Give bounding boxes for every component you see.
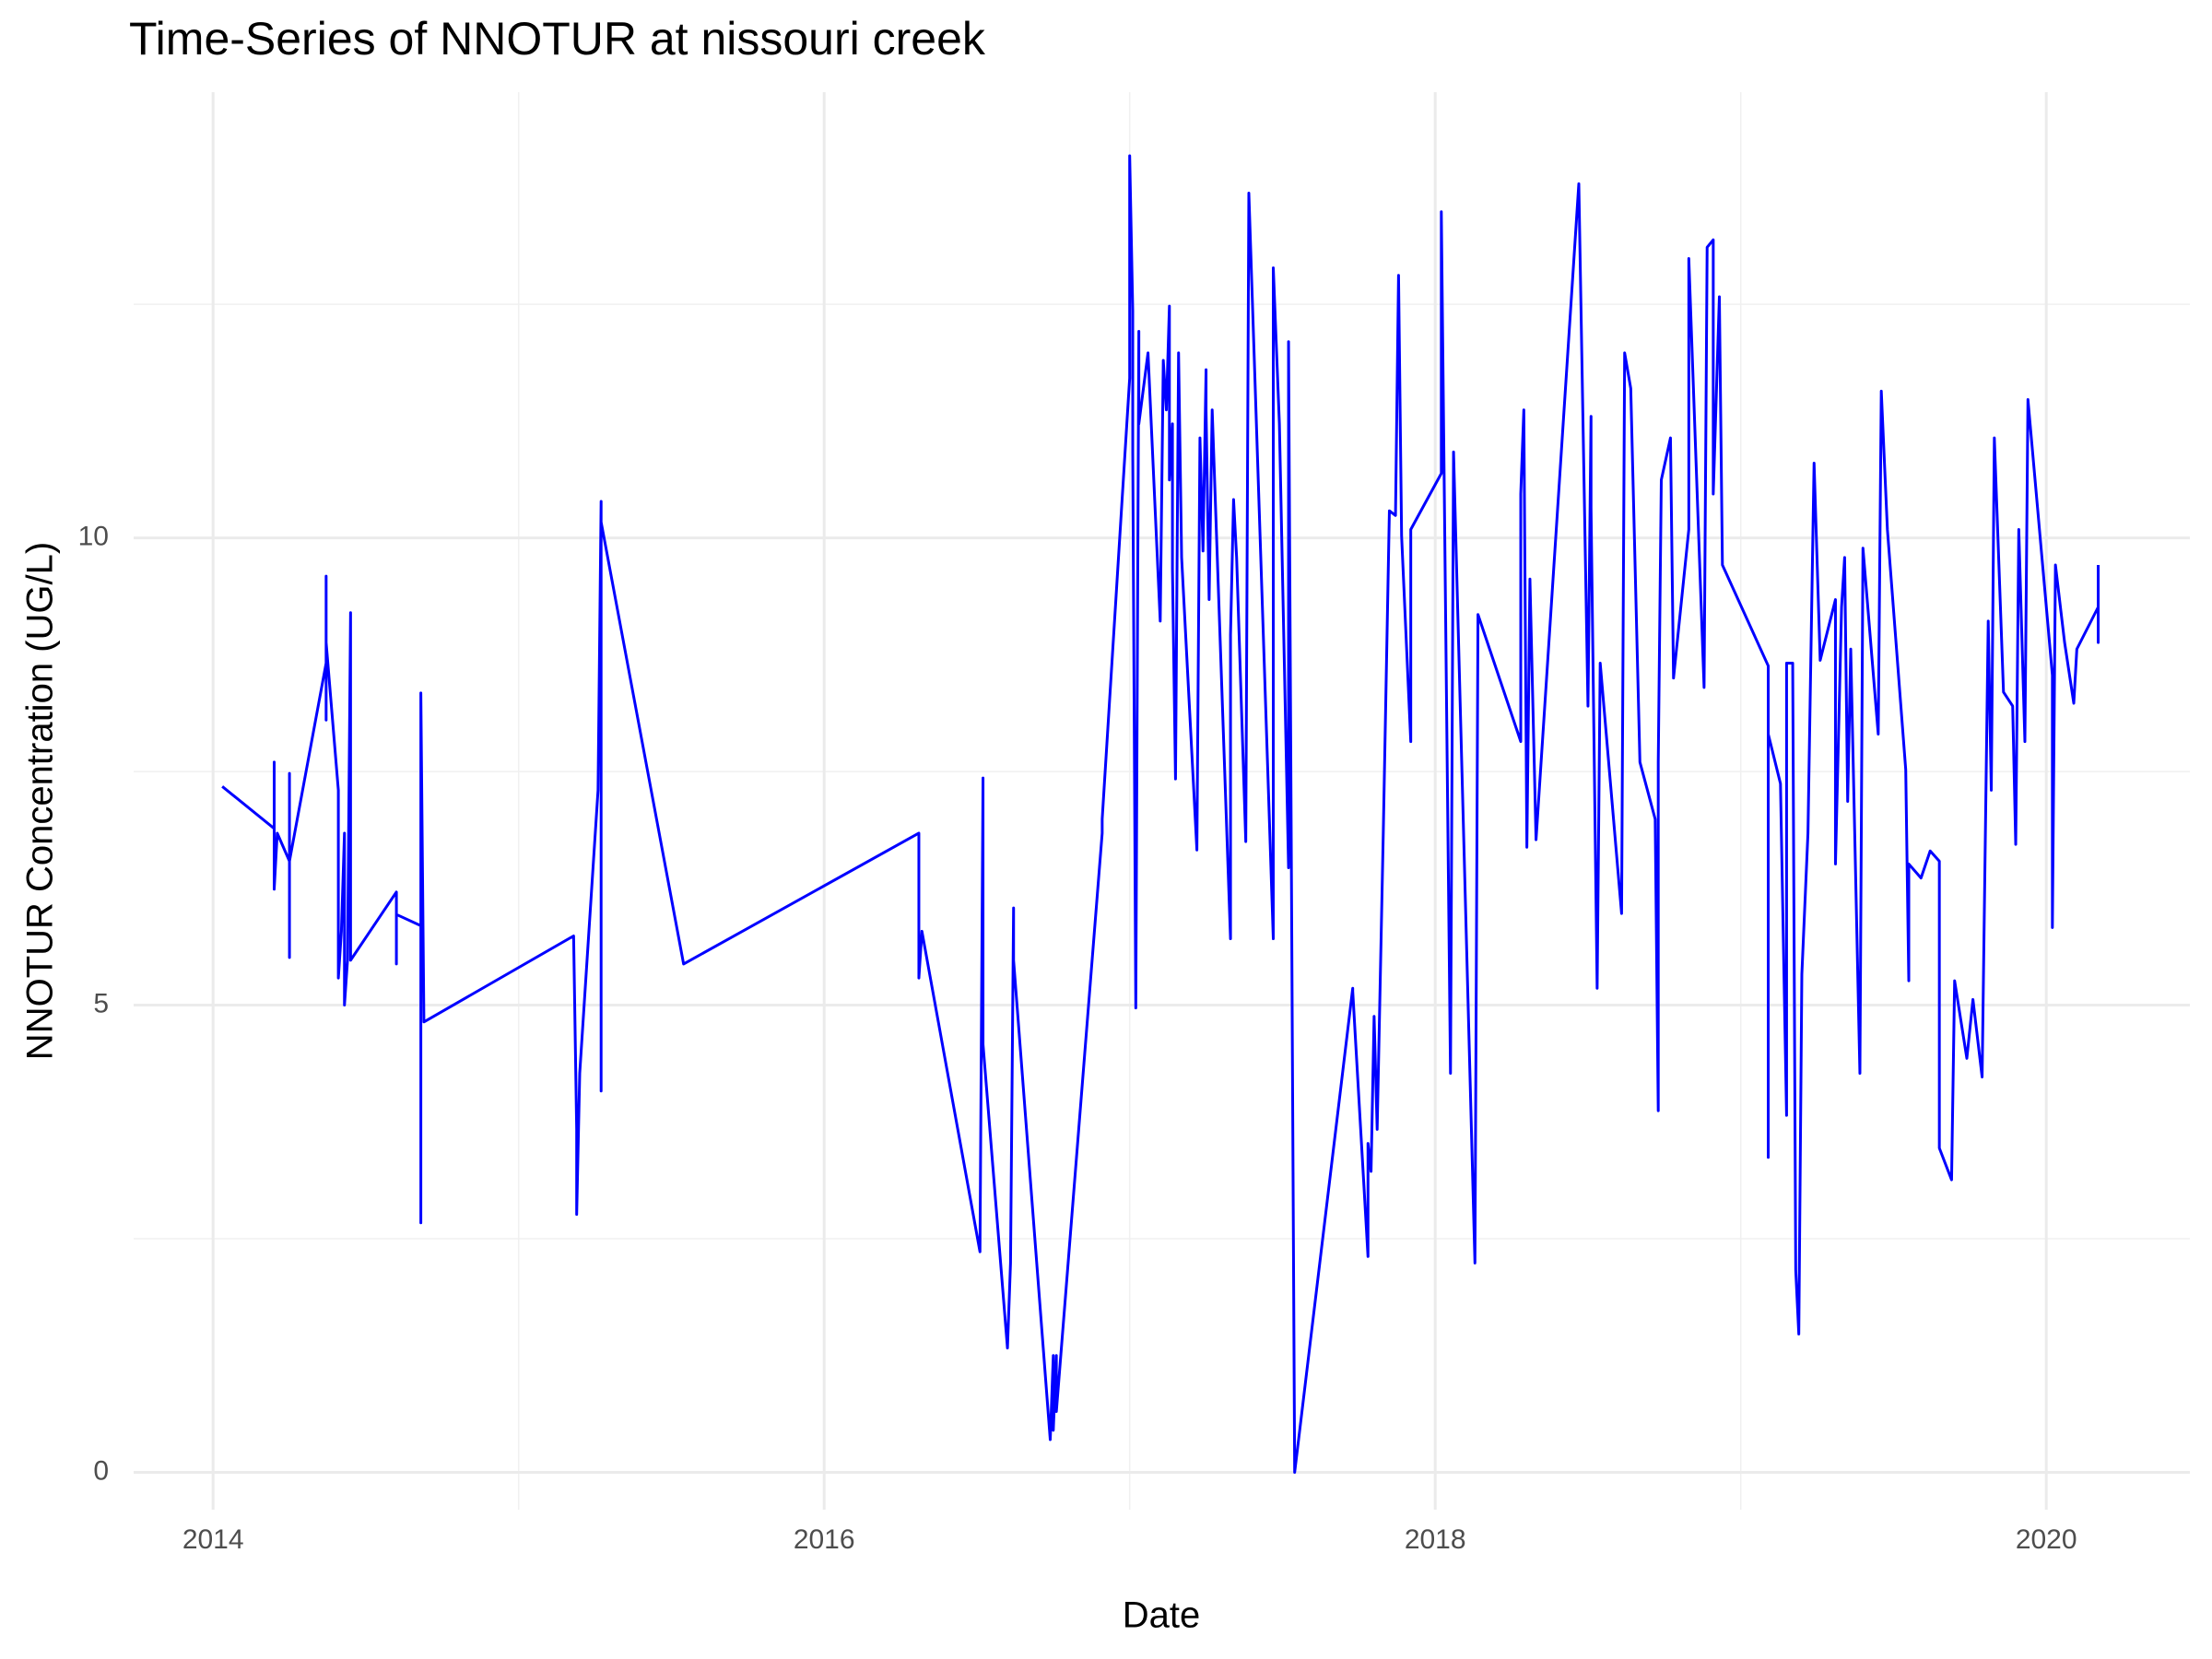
chart-title: Time-Series of NNOTUR at nissouri creek [129,13,986,65]
y-tick-label: 10 [78,522,109,552]
data-line [221,154,2100,1474]
x-tick-label: 2020 [2016,1524,2077,1555]
y-tick-label: 5 [93,988,109,1018]
y-tick-label: 0 [93,1455,109,1486]
y-axis-title: NNOTUR Concentration (UG/L) [20,542,61,1060]
x-tick-label: 2016 [794,1524,855,1555]
x-tick-label: 2018 [1405,1524,1466,1555]
x-tick-label: 2014 [182,1524,244,1555]
x-axis-title: Date [1123,1595,1201,1636]
